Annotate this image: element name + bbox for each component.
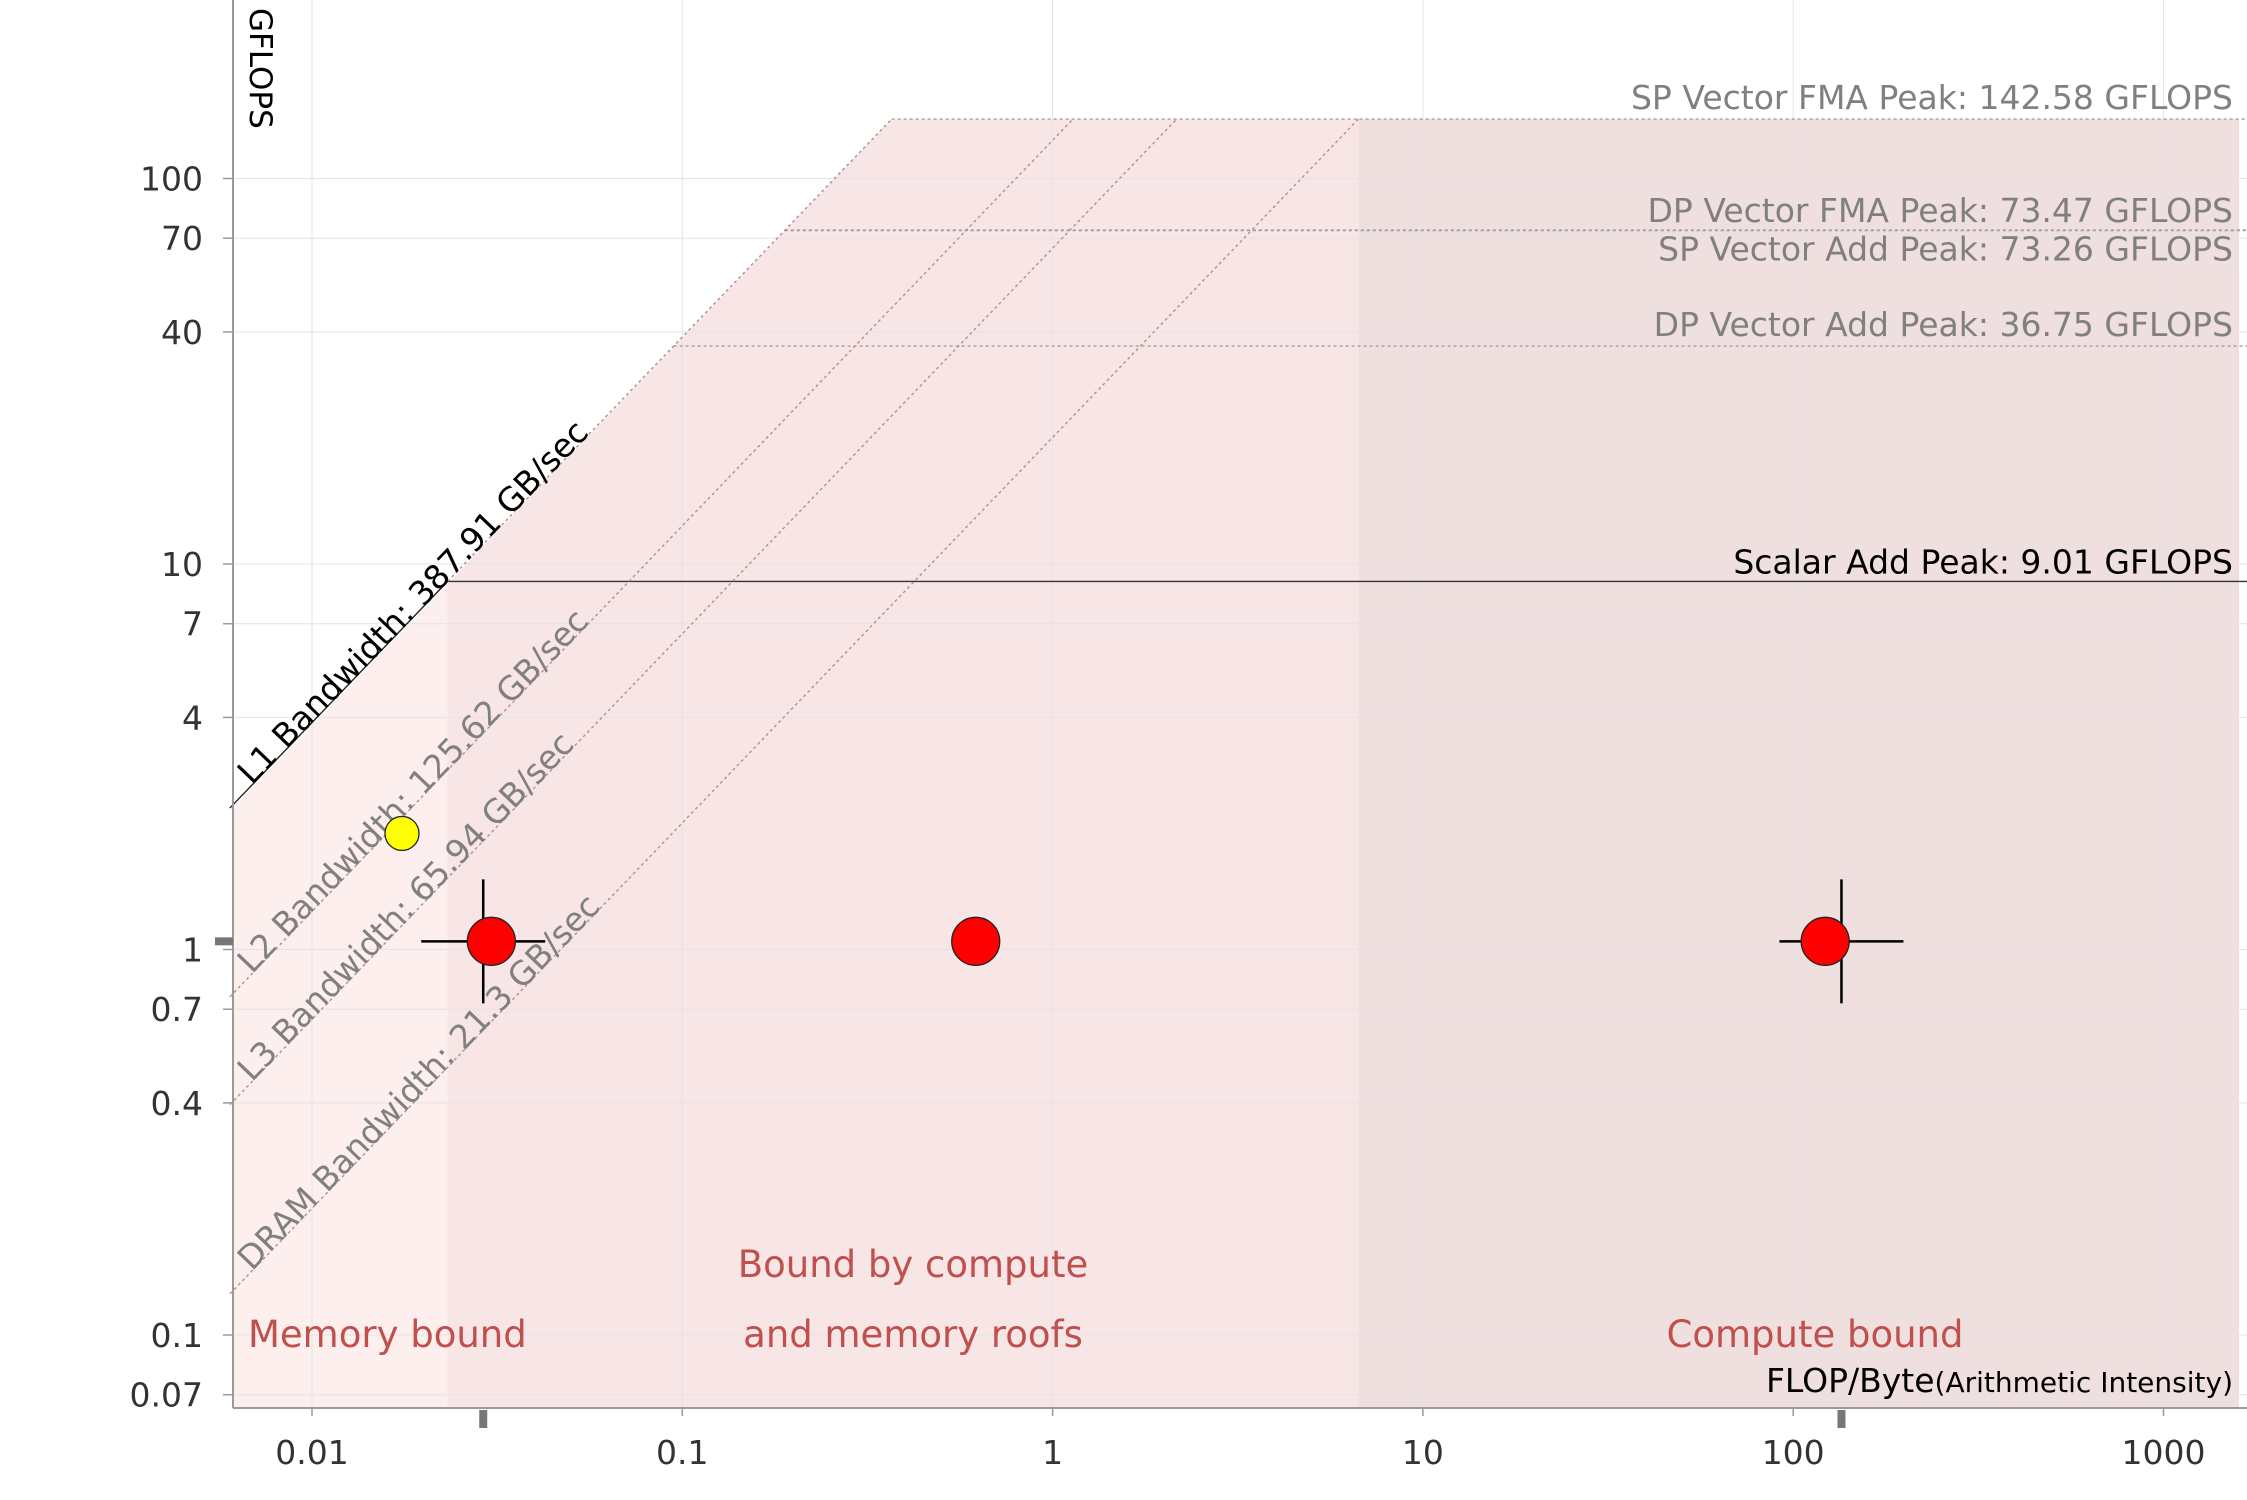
- x-axis-title-suffix: (Arithmetic Intensity): [1935, 1366, 2233, 1399]
- y-tick-label-7: 10: [161, 545, 203, 584]
- memory-roof-line-0: [229, 580, 449, 809]
- x-tick-label-1: 0.1: [656, 1433, 708, 1472]
- y-tick-label-5: 4: [182, 698, 203, 737]
- compute-roof-label-3: DP Vector Add Peak: 36.75 GFLOPS: [1654, 305, 2233, 344]
- region-label-1-line-1: and memory roofs: [743, 1313, 1083, 1356]
- x-tick-label-5: 1000: [2122, 1433, 2206, 1472]
- y-tick-label-2: 0.4: [151, 1084, 203, 1123]
- axes-layer: [232, 0, 2247, 1409]
- y-tick-label-9: 70: [161, 219, 203, 258]
- region-label-2: Compute bound: [1667, 1313, 1964, 1356]
- x-tick-label-3: 10: [1402, 1433, 1444, 1472]
- point-layer: [384, 815, 1904, 1004]
- x-tick-label-2: 1: [1042, 1433, 1063, 1472]
- grid-layer: [233, 0, 2247, 1408]
- data-point-2: [1800, 916, 1850, 966]
- region-2: [1358, 0, 2240, 1408]
- y-tick-label-1: 0.1: [151, 1316, 203, 1355]
- memory-roof-ext-line-0: [447, 118, 893, 582]
- compute-roof-label-2: SP Vector Add Peak: 73.26 GFLOPS: [1658, 230, 2233, 269]
- y-axis-marker-0: [215, 937, 233, 946]
- y-tick-label-4: 1: [182, 931, 203, 970]
- data-point-0: [466, 916, 516, 966]
- y-axis-title: GFLOPS: [242, 8, 278, 129]
- region-label-layer: Memory bound Bound by compute and memory r…: [248, 1243, 1964, 1356]
- compute-roof-label-0: SP Vector FMA Peak: 142.58 GFLOPS: [1631, 78, 2233, 117]
- data-point-1: [951, 916, 1001, 966]
- x-tick-label-4: 100: [1762, 1433, 1825, 1472]
- memory-roof-line-3: [229, 118, 1359, 1295]
- y-tick-label-3: 0.7: [151, 990, 203, 1029]
- y-tick-label-6: 7: [182, 605, 203, 644]
- region-label-0: Memory bound: [248, 1313, 527, 1356]
- tick-layer: 0.01 0.1 1 10 100 1000 0.07 0.1 0.4 0.7 1 4 7 10 40 70 1…: [130, 160, 2206, 1473]
- compute-roof-label-4: Scalar Add Peak: 9.01 GFLOPS: [1733, 542, 2233, 581]
- memory-roof-line-1: [229, 118, 1074, 998]
- y-tick-label-8: 40: [161, 313, 203, 352]
- compute-roof-label-1: DP Vector FMA Peak: 73.47 GFLOPS: [1648, 191, 2233, 230]
- x-axis-title: FLOP/Byte(Arithmetic Intensity): [1766, 1361, 2233, 1400]
- y-tick-label-10: 100: [140, 160, 203, 199]
- x-axis-marker-1: [1837, 1410, 1846, 1428]
- region-label-1-line-0: Bound by compute: [738, 1243, 1089, 1286]
- above-roof-mask: [233, 0, 2247, 809]
- x-axis-title-main: FLOP/Byte: [1766, 1361, 1935, 1400]
- x-axis-marker-0: [479, 1410, 488, 1428]
- y-tick-label-0: 0.07: [130, 1376, 203, 1415]
- region-layer: [233, 0, 2247, 1408]
- x-tick-label-0: 0.01: [275, 1433, 348, 1472]
- data-point-3: [384, 815, 420, 852]
